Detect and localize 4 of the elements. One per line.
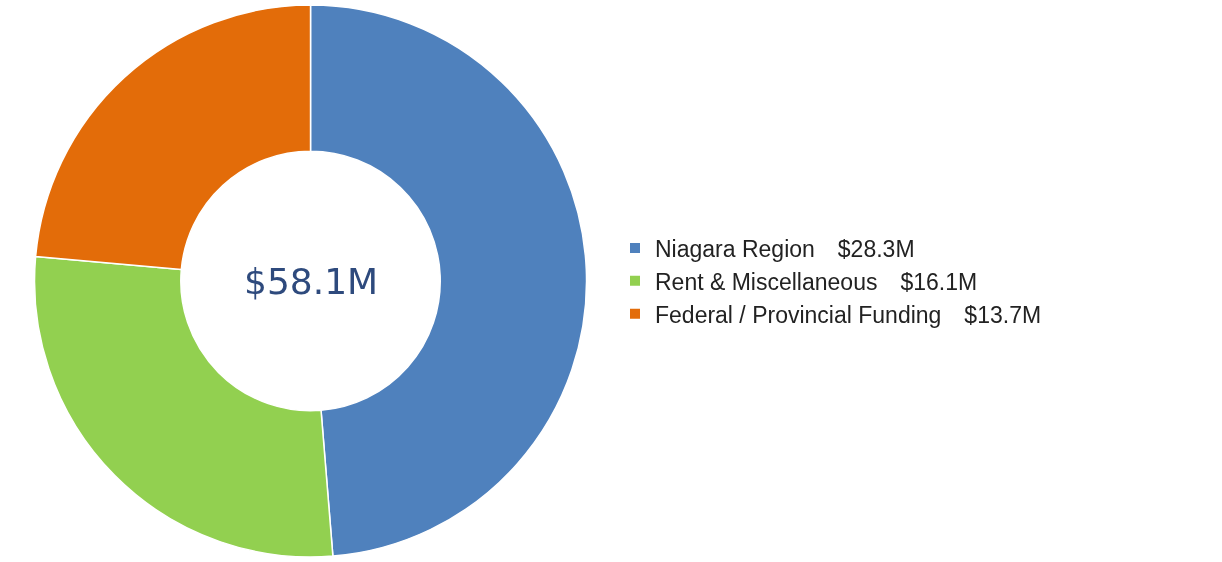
legend-label: Niagara Region $28.3M	[655, 235, 915, 262]
text: $58.1M	[244, 261, 379, 302]
legend-label: Federal / Provincial Funding $13.7M	[655, 301, 1042, 328]
legend-label: Rent & Miscellaneous $16.1M	[655, 268, 978, 295]
